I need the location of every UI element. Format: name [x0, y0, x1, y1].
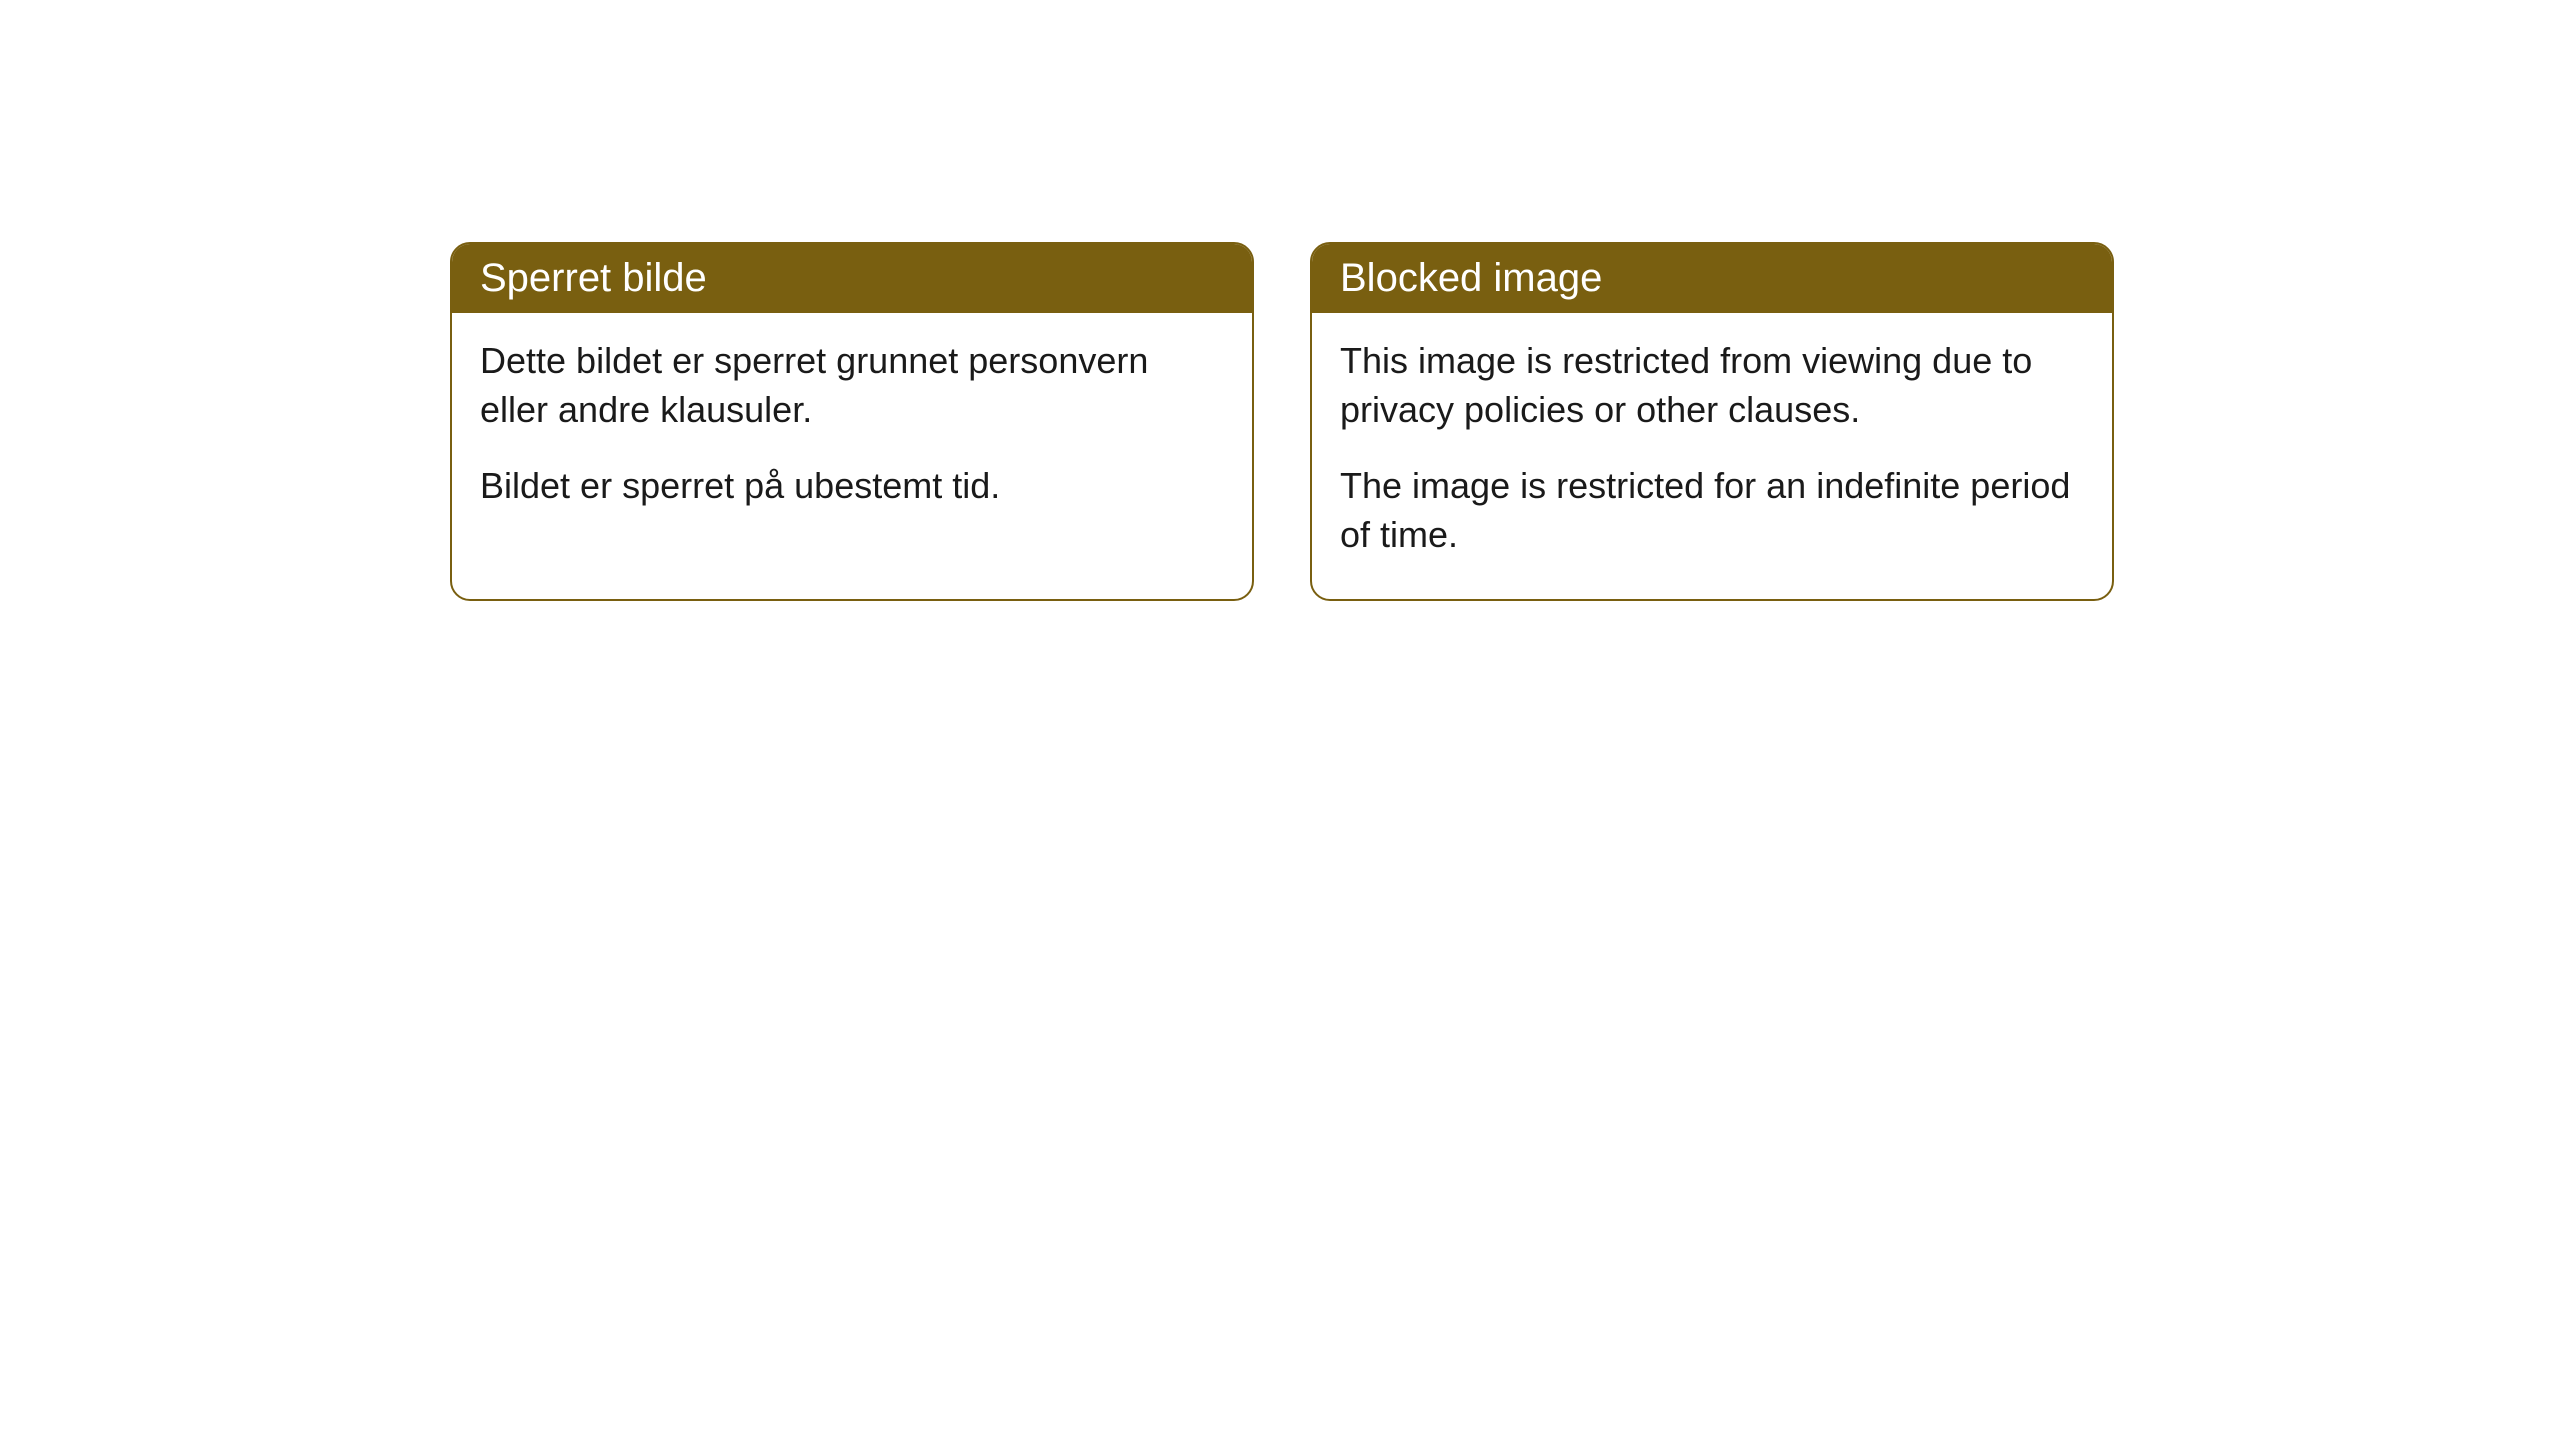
- card-paragraph: Dette bildet er sperret grunnet personve…: [480, 337, 1224, 434]
- notice-cards-container: Sperret bilde Dette bildet er sperret gr…: [450, 242, 2560, 601]
- card-header: Blocked image: [1312, 244, 2112, 313]
- card-body: This image is restricted from viewing du…: [1312, 313, 2112, 599]
- card-header: Sperret bilde: [452, 244, 1252, 313]
- notice-card-norwegian: Sperret bilde Dette bildet er sperret gr…: [450, 242, 1254, 601]
- notice-card-english: Blocked image This image is restricted f…: [1310, 242, 2114, 601]
- card-body: Dette bildet er sperret grunnet personve…: [452, 313, 1252, 551]
- card-paragraph: This image is restricted from viewing du…: [1340, 337, 2084, 434]
- card-paragraph: The image is restricted for an indefinit…: [1340, 462, 2084, 559]
- card-paragraph: Bildet er sperret på ubestemt tid.: [480, 462, 1224, 511]
